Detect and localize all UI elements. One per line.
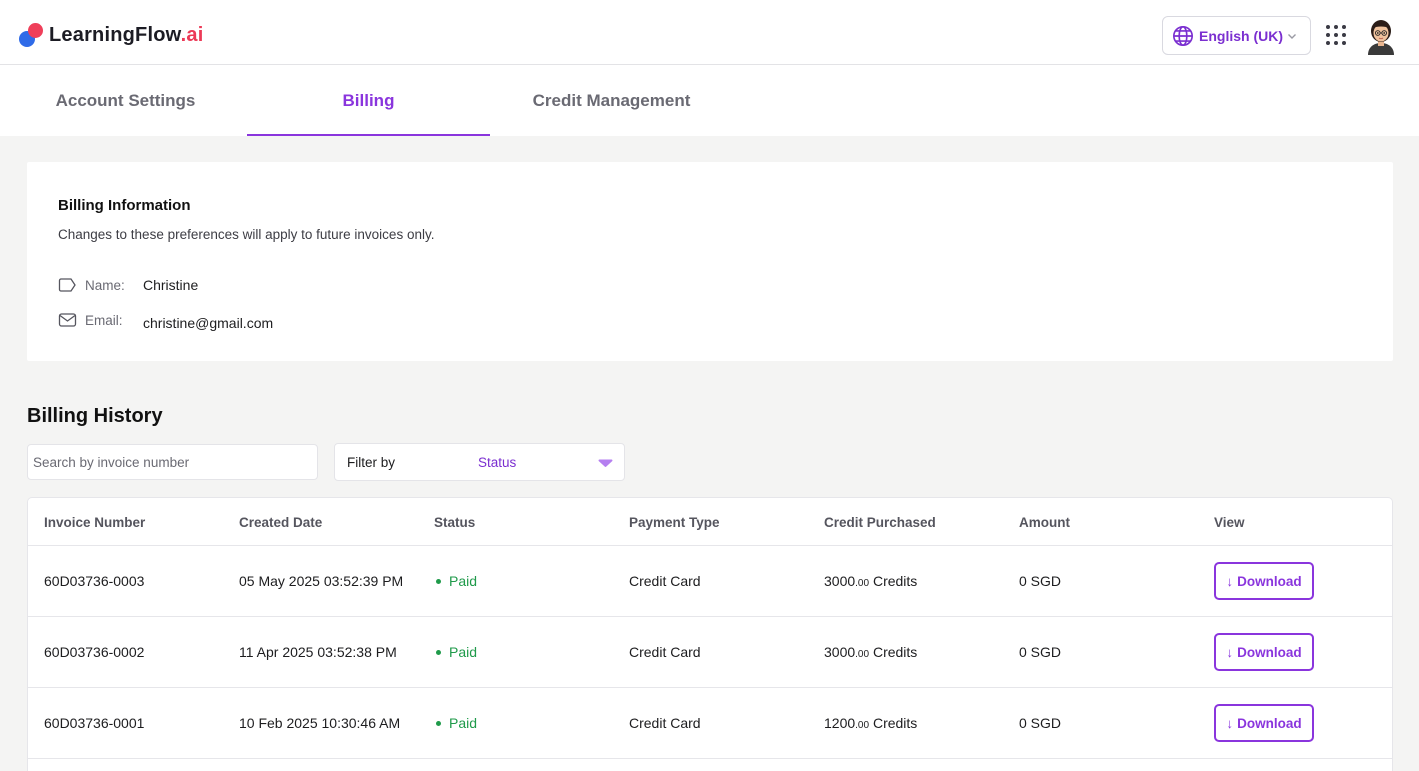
invoice-number: 60D03736-0002 — [44, 644, 145, 660]
amount: 0 SGD — [1019, 715, 1062, 731]
settings-tabs: Account Settings Billing Credit Manageme… — [0, 65, 1419, 136]
col-created-date: Created Date — [239, 515, 323, 530]
tab-credit-management[interactable]: Credit Management — [532, 90, 691, 110]
download-button[interactable]: ↓ Download — [1214, 704, 1314, 742]
col-status: Status — [434, 515, 476, 530]
table-row: 60D03736-0002 11 Apr 2025 03:52:38 PM Pa… — [28, 617, 1392, 688]
download-button[interactable]: ↓ Download — [1214, 633, 1314, 671]
billing-history-table: Invoice Number Created Date Status Payme… — [27, 497, 1393, 771]
col-view: View — [1214, 515, 1245, 530]
filter-label: Filter by — [347, 455, 396, 470]
download-button[interactable]: ↓ Download — [1214, 562, 1314, 600]
status-dot-icon — [436, 649, 441, 655]
status-badge: Paid — [434, 715, 477, 731]
invoice-number: 60D03736-0001 — [44, 715, 145, 731]
payment-type: Credit Card — [629, 715, 701, 731]
col-amount: Amount — [1019, 515, 1070, 530]
mail-icon — [58, 313, 77, 327]
table-row: 60D03736-0001 10 Feb 2025 10:30:46 AM Pa… — [28, 688, 1392, 759]
app-logo[interactable]: LearningFlow.ai — [19, 22, 204, 48]
name-value: Christine — [143, 277, 199, 293]
name-row: Name: Christine — [58, 275, 198, 295]
status-badge: Paid — [434, 644, 477, 660]
credit-purchased: 1200.00 Credits — [824, 715, 918, 731]
status-badge: Paid — [434, 573, 477, 589]
email-value: christine@gmail.com — [143, 314, 274, 331]
email-row: Email: christine@gmail.com — [58, 310, 274, 331]
created-date: 10 Feb 2025 10:30:46 AM — [239, 715, 401, 731]
billing-information-subtitle: Changes to these preferences will apply … — [58, 227, 435, 242]
amount: 0 SGD — [1019, 573, 1062, 589]
status-dot-icon — [436, 578, 441, 584]
caret-down-icon — [598, 459, 613, 467]
table-row: 60D03736-0003 05 May 2025 03:52:39 PM Pa… — [28, 546, 1392, 617]
status-filter-select[interactable]: Filter by Status — [334, 443, 625, 481]
tab-billing[interactable]: Billing — [247, 65, 490, 136]
billing-information-card: Billing Information Changes to these pre… — [27, 162, 1393, 361]
tab-account-settings[interactable]: Account Settings — [55, 90, 196, 110]
billing-information-title: Billing Information — [58, 197, 191, 214]
col-invoice-number: Invoice Number — [44, 515, 146, 530]
download-arrow-icon: ↓ — [1226, 644, 1234, 660]
avatar-icon — [1368, 20, 1394, 55]
name-label: Name: — [85, 277, 125, 293]
download-arrow-icon: ↓ — [1226, 715, 1234, 731]
col-credit-purchased: Credit Purchased — [824, 515, 936, 530]
filter-value: Status — [478, 455, 517, 470]
top-bar: LearningFlow.ai English (UK) — [0, 0, 1419, 65]
credit-purchased: 3000.00 Credits — [824, 573, 918, 589]
logo-text: LearningFlow.ai — [49, 23, 204, 46]
invoice-number: 60D03736-0003 — [44, 573, 145, 589]
amount: 0 SGD — [1019, 644, 1062, 660]
table-header: Invoice Number Created Date Status Payme… — [28, 498, 1392, 546]
chevron-down-icon — [1288, 34, 1296, 39]
tag-icon — [58, 278, 76, 292]
language-label: English (UK) — [1199, 27, 1283, 44]
user-avatar[interactable] — [1364, 15, 1398, 55]
payment-type: Credit Card — [629, 644, 701, 660]
invoice-search-input[interactable] — [27, 444, 318, 480]
learningflow-logo-icon — [19, 22, 45, 48]
email-label: Email: — [85, 312, 123, 328]
created-date: 11 Apr 2025 03:52:38 PM — [239, 644, 397, 660]
globe-icon — [1173, 25, 1193, 46]
logo-accent: .ai — [180, 23, 204, 46]
billing-history-title: Billing History — [27, 405, 163, 427]
created-date: 05 May 2025 03:52:39 PM — [239, 573, 404, 589]
payment-type: Credit Card — [629, 573, 701, 589]
col-payment-type: Payment Type — [629, 515, 720, 530]
language-select[interactable]: English (UK) — [1162, 16, 1311, 55]
download-arrow-icon: ↓ — [1226, 573, 1234, 589]
credit-purchased: 3000.00 Credits — [824, 644, 918, 660]
grid-apps-icon[interactable] — [1326, 25, 1346, 45]
status-dot-icon — [436, 720, 441, 726]
